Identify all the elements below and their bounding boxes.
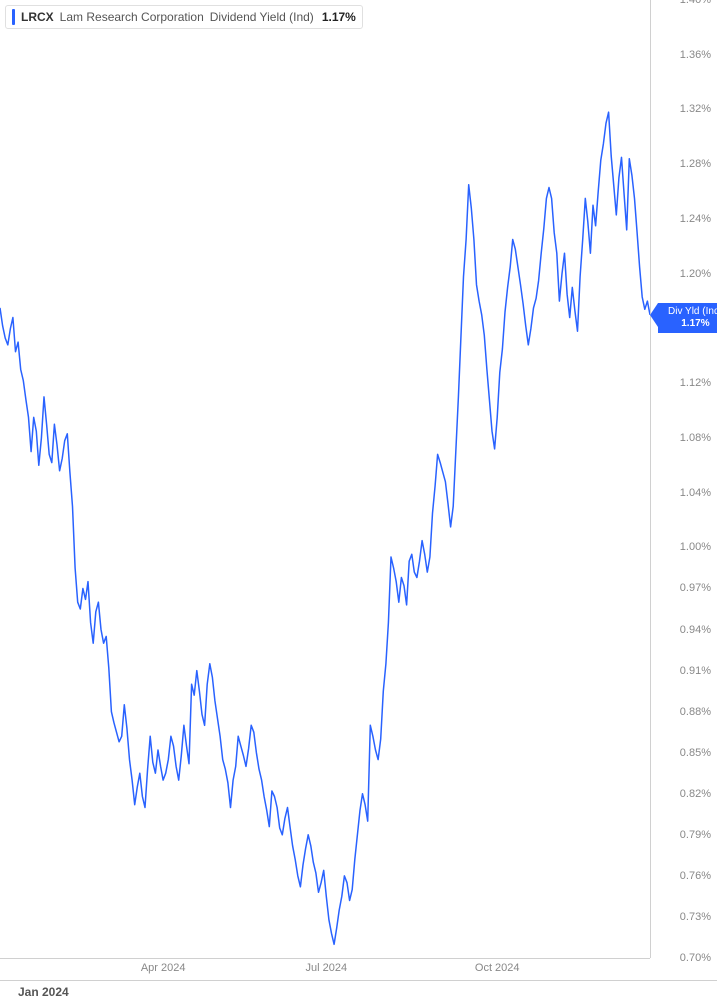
y-tick-label: 0.85%: [680, 747, 711, 759]
y-tick-label: 1.36%: [680, 49, 711, 61]
x-tick-label: Oct 2024: [475, 962, 520, 974]
y-tick-label: 1.12%: [680, 377, 711, 389]
chart-legend[interactable]: LRCX Lam Research Corporation Dividend Y…: [5, 5, 363, 29]
time-axis-primary-label: Jan 2024: [0, 981, 717, 999]
flag-title: Div Yld (Ind): [668, 306, 717, 318]
x-tick-label: Apr 2024: [141, 962, 186, 974]
legend-metric-value: 1.17%: [320, 10, 356, 24]
legend-metric-name: Dividend Yield (Ind): [210, 10, 314, 24]
y-tick-label: 1.00%: [680, 541, 711, 553]
y-tick-label: 0.79%: [680, 829, 711, 841]
legend-company-name: Lam Research Corporation: [60, 10, 204, 24]
y-tick-label: 0.88%: [680, 706, 711, 718]
last-value-flag: Div Yld (Ind) 1.17%: [658, 303, 717, 333]
y-tick-label: 1.04%: [680, 487, 711, 499]
y-tick-label: 1.40%: [680, 0, 711, 6]
x-tick-label: Jul 2024: [305, 962, 347, 974]
y-tick-label: 1.08%: [680, 432, 711, 444]
y-tick-label: 1.32%: [680, 103, 711, 115]
legend-ticker: LRCX: [21, 10, 54, 24]
y-tick-label: 0.70%: [680, 952, 711, 964]
y-tick-label: 1.28%: [680, 158, 711, 170]
x-axis-line: [0, 958, 650, 959]
y-tick-label: 0.91%: [680, 665, 711, 677]
y-tick-label: 0.73%: [680, 911, 711, 923]
y-tick-label: 0.82%: [680, 788, 711, 800]
time-axis-footer[interactable]: Jan 2024: [0, 980, 717, 1005]
y-tick-label: 0.76%: [680, 870, 711, 882]
y-axis-line: [650, 0, 651, 958]
flag-value: 1.17%: [668, 318, 717, 330]
legend-color-bar: [12, 9, 15, 25]
y-tick-label: 0.94%: [680, 624, 711, 636]
chart-container: LRCX Lam Research Corporation Dividend Y…: [0, 0, 717, 1005]
y-tick-label: 1.20%: [680, 268, 711, 280]
y-tick-label: 1.24%: [680, 213, 711, 225]
y-tick-label: 0.97%: [680, 582, 711, 594]
dividend-yield-line: [0, 112, 650, 944]
chart-plot[interactable]: [0, 0, 717, 1005]
